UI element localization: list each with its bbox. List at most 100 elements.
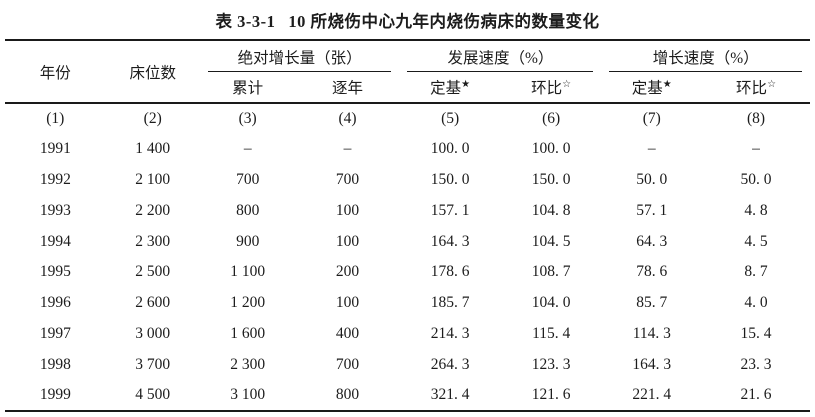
- table-cell: 1 600: [230, 324, 266, 342]
- table-title-text: 10 所烧伤中心九年内烧伤病床的数量变化: [288, 11, 600, 31]
- group-header-growth-speed: 增长速度（%）: [601, 40, 810, 72]
- table-cell: 23. 3: [740, 355, 772, 373]
- table-cell: 121. 6: [531, 386, 571, 404]
- table-cell: 115. 4: [532, 324, 571, 342]
- table-cell: –: [647, 140, 656, 158]
- table-cell: 164. 3: [430, 232, 470, 250]
- table-row: 1999 4 500 3 100 800 321. 4 121. 6 221. 4 21. 6: [5, 380, 810, 411]
- table-cell: 114. 3: [632, 324, 671, 342]
- table-cell: (4): [338, 109, 357, 127]
- table-cell: 1995: [39, 263, 71, 281]
- table-cell: 104. 5: [531, 232, 571, 250]
- table-header: 年份 床位数 绝对增长量（张） 发展速度（%） 增长速度（%） 累计 逐年: [5, 40, 810, 104]
- table-cell: (1): [46, 109, 65, 127]
- table-cell: 700: [236, 170, 260, 188]
- table-row: 1992 2 100 700 700 150. 0 150. 0 50. 0 50. 0: [5, 165, 810, 196]
- table-cell: 200: [335, 263, 360, 281]
- table-cell: 221. 4: [632, 386, 672, 404]
- table-cell: 2 500: [135, 263, 171, 281]
- table-cell: 700: [335, 355, 360, 373]
- table-cell: 2 300: [135, 232, 171, 250]
- table-cell: 4. 8: [744, 201, 768, 219]
- table-cell: 1991: [39, 140, 71, 158]
- table-cell: (7): [642, 109, 661, 127]
- group-header-row: 年份 床位数 绝对增长量（张） 发展速度（%） 增长速度（%）: [5, 40, 810, 104]
- table-row: 1995 2 500 1 100 200 178. 6 108. 7 78. 6 8. 7: [5, 257, 810, 288]
- footnote-star-open: ☆: [767, 78, 777, 90]
- table-cell: 4 500: [135, 386, 171, 404]
- table-cell: 164. 3: [632, 355, 672, 373]
- table-cell: 3 100: [230, 386, 266, 404]
- table-cell: 1999: [39, 386, 71, 404]
- col-header-chain-growth: 环比☆: [702, 72, 810, 104]
- table-row: 1994 2 300 900 100 164. 3 104. 5 64. 3 4. 5: [5, 226, 810, 257]
- sub-header-label: 累计: [232, 80, 264, 97]
- table-cell: –: [343, 140, 352, 158]
- table-cell: 178. 6: [430, 263, 470, 281]
- table-cell: 3 700: [135, 355, 171, 373]
- table-cell: 50. 0: [636, 170, 668, 188]
- table-cell: 3 000: [135, 324, 171, 342]
- table-cell: –: [752, 140, 760, 158]
- table-row: 1991 1 400 – – 100. 0 100. 0 – –: [5, 134, 810, 165]
- table-cell: 108. 7: [531, 263, 571, 281]
- table-cell: 1993: [39, 201, 71, 219]
- table-cell: 321. 4: [430, 386, 470, 404]
- col-header-fixed-base-growth: 定基★: [601, 72, 703, 104]
- sub-header-label: 逐年: [331, 80, 363, 97]
- table-cell: 1 200: [230, 294, 266, 312]
- table-cell: (2): [143, 109, 162, 127]
- table-cell: 157. 1: [430, 201, 470, 219]
- table-cell: 400: [335, 324, 360, 342]
- column-index-row: (1) (2) (3) (4) (5) (6) (7) (8): [5, 103, 810, 134]
- table-cell: 1994: [39, 232, 71, 250]
- table-cell: 2 300: [230, 355, 266, 373]
- table-cell: –: [243, 140, 252, 158]
- table-title: 表 3-3-1 10 所烧伤中心九年内烧伤病床的数量变化: [5, 0, 810, 39]
- table-cell: 100: [335, 201, 360, 219]
- table-cell: 100. 0: [531, 140, 571, 158]
- table-cell: 150. 0: [430, 170, 470, 188]
- sub-header-row: 累计 逐年 定基★ 环比☆ 定基★ 环比☆: [5, 72, 810, 104]
- col-header-year: 年份: [5, 40, 106, 104]
- table-cell: 700: [335, 170, 360, 188]
- table-cell: 214. 3: [430, 324, 470, 342]
- sub-header-label: 环比: [736, 80, 768, 97]
- table-cell: 900: [236, 232, 260, 250]
- col-header-chain-dev: 环比☆: [500, 72, 602, 104]
- table-number: 表 3-3-1: [215, 11, 276, 31]
- table-cell: 2 100: [135, 170, 171, 188]
- table-cell: 1992: [39, 170, 71, 188]
- sub-header-label: 环比: [531, 80, 563, 97]
- group-header-label: 增长速度（%）: [652, 49, 759, 67]
- table-row: 1993 2 200 800 100 157. 1 104. 8 57. 1 4. 8: [5, 195, 810, 226]
- table-cell: 57. 1: [636, 201, 668, 219]
- table-cell: 104. 0: [531, 294, 571, 312]
- table-cell: 123. 3: [531, 355, 571, 373]
- group-header-absolute-increase: 绝对增长量（张）: [200, 40, 400, 72]
- table-cell: 800: [236, 201, 260, 219]
- table-cell: (3): [238, 109, 257, 127]
- group-underline: [609, 71, 802, 72]
- table-cell: 2 200: [135, 201, 171, 219]
- table-cell: 1997: [39, 324, 71, 342]
- table-cell: 100: [335, 232, 360, 250]
- group-underline: [207, 71, 392, 72]
- group-header-label: 发展速度（%）: [447, 49, 554, 67]
- table-body: (1) (2) (3) (4) (5) (6) (7) (8) 1991 1 400 – – 100. …: [5, 103, 810, 411]
- table-row: 1998 3 700 2 300 700 264. 3 123. 3 164. 3 23. 3: [5, 349, 810, 380]
- stats-table: 年份 床位数 绝对增长量（张） 发展速度（%） 增长速度（%） 累计 逐年: [5, 39, 810, 412]
- table-cell: 1998: [39, 355, 71, 373]
- sub-header-label: 定基: [430, 80, 462, 97]
- table-cell: 4. 5: [744, 232, 768, 250]
- col-header-fixed-base-dev: 定基★: [399, 72, 501, 104]
- table-cell: 64. 3: [636, 232, 668, 250]
- table-cell: 4. 0: [744, 294, 768, 312]
- table-row: 1996 2 600 1 200 100 185. 7 104. 0 85. 7 4. 0: [5, 288, 810, 319]
- sub-header-label: 定基: [631, 80, 663, 97]
- table-cell: 1996: [39, 294, 71, 312]
- table-cell: (6): [542, 109, 561, 127]
- col-header-cumulative: 累计: [199, 72, 296, 104]
- footnote-star-open: ☆: [562, 78, 572, 90]
